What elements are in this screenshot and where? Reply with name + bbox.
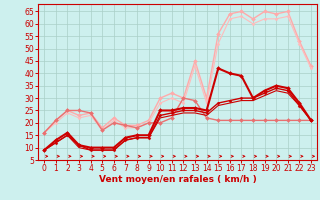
X-axis label: Vent moyen/en rafales ( km/h ): Vent moyen/en rafales ( km/h ) [99, 175, 256, 184]
